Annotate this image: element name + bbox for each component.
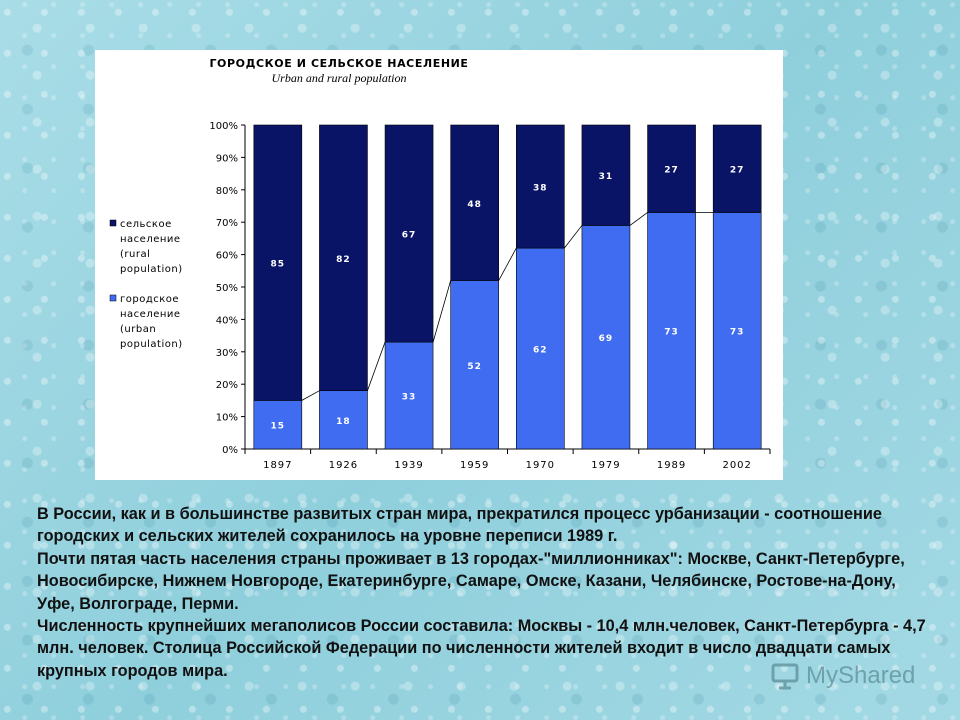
x-tick-label: 1989 [657, 460, 686, 471]
bar-segment [516, 247, 565, 450]
stacked-bar-chart: ГОРОДСКОЕ И СЕЛЬСКОЕ НАСЕЛЕНИЕ Urban and… [109, 57, 771, 471]
y-tick-label: 0% [222, 445, 238, 456]
y-tick-label: 10% [216, 413, 238, 424]
y-tick-label: 80% [216, 186, 238, 197]
bar-segment [450, 280, 499, 450]
bar-segment [516, 124, 565, 249]
data-label: 48 [467, 200, 482, 210]
x-tick-label: 1897 [263, 460, 292, 471]
bar-segment [647, 124, 696, 213]
data-label: 73 [730, 328, 745, 338]
data-label: 85 [271, 260, 286, 270]
bar-segment [647, 212, 696, 450]
data-label: 15 [271, 422, 286, 432]
x-tick-label: 1926 [329, 460, 358, 471]
y-tick-label: 30% [216, 348, 238, 359]
legend-label: (urban [120, 324, 156, 335]
legend-label: (rural [120, 249, 150, 260]
data-label: 62 [533, 346, 548, 356]
series-connector-line [563, 225, 583, 249]
y-tick-label: 70% [216, 218, 238, 229]
y-tick-label: 50% [216, 283, 238, 294]
data-label: 33 [402, 393, 417, 403]
series-connector-line [432, 280, 452, 343]
data-label: 52 [467, 362, 482, 372]
paragraph-megapolises: Численность крупнейших мегаполисов Росси… [37, 617, 926, 680]
bar-segment [712, 124, 762, 213]
bar-segment [581, 124, 631, 226]
data-label: 31 [599, 172, 614, 182]
x-tick-label: 1939 [394, 460, 423, 471]
chart-title: ГОРОДСКОЕ И СЕЛЬСКОЕ НАСЕЛЕНИЕ [209, 57, 468, 70]
data-label: 82 [336, 255, 351, 265]
presentation-board-icon [771, 663, 799, 690]
y-tick-label: 20% [216, 380, 238, 391]
bar-segment [253, 400, 303, 450]
data-label: 27 [730, 166, 745, 176]
bar-segment [384, 341, 434, 450]
chart-subtitle: Urban and rural population [271, 71, 406, 85]
legend-swatch [109, 294, 117, 302]
x-tick-label: 1979 [591, 460, 620, 471]
legend: сельское население (rural population) городс… [109, 219, 183, 350]
chart-panel: ГОРОДСКОЕ И СЕЛЬСКОЕ НАСЕЛЕНИЕ Urban and… [95, 50, 783, 480]
bar-segment [384, 124, 434, 343]
x-tick-label: 1959 [460, 460, 489, 471]
paragraph-million-cities: Почти пятая часть населения страны прожи… [37, 549, 905, 613]
plot-area: 0% 10% 20% 30% 40% 50% 60% 70% 80% 90% 100% 1897 192… [209, 121, 771, 471]
legend-label: население [120, 309, 181, 320]
series-connector-line [629, 212, 648, 226]
bar-segment [450, 124, 499, 281]
legend-label: городское [120, 294, 179, 305]
y-tick-label: 90% [216, 153, 238, 164]
bar-segment [319, 390, 368, 450]
x-tick-label: 1970 [526, 460, 555, 471]
legend-label: population) [120, 264, 183, 275]
legend-label: сельское [120, 219, 172, 230]
x-tick-label: 2002 [722, 460, 751, 471]
data-label: 73 [664, 328, 679, 338]
bar-segment [712, 212, 762, 450]
y-tick-label: 100% [209, 121, 238, 132]
data-label: 67 [402, 231, 417, 241]
slide-body-text: В России, как и в большинстве развитых с… [37, 503, 927, 682]
series-connector-line [367, 341, 386, 391]
bar-segment [581, 225, 631, 450]
y-tick-label: 60% [216, 251, 238, 262]
legend-label: население [120, 234, 181, 245]
data-label: 27 [664, 166, 679, 176]
series-connector-line [301, 390, 320, 401]
series-connector-line [498, 247, 517, 281]
legend-label: population) [120, 339, 183, 350]
legend-swatch [109, 219, 117, 227]
paragraph-urbanization: В России, как и в большинстве развитых с… [37, 505, 882, 546]
y-tick-label: 40% [216, 315, 238, 326]
data-label: 18 [336, 417, 351, 427]
watermark-text: MyShared [806, 662, 916, 689]
watermark: MyShared [770, 658, 940, 694]
bar-segment [253, 124, 303, 401]
bar-segment [319, 124, 368, 391]
data-label: 38 [533, 184, 548, 194]
data-label: 69 [599, 334, 614, 344]
